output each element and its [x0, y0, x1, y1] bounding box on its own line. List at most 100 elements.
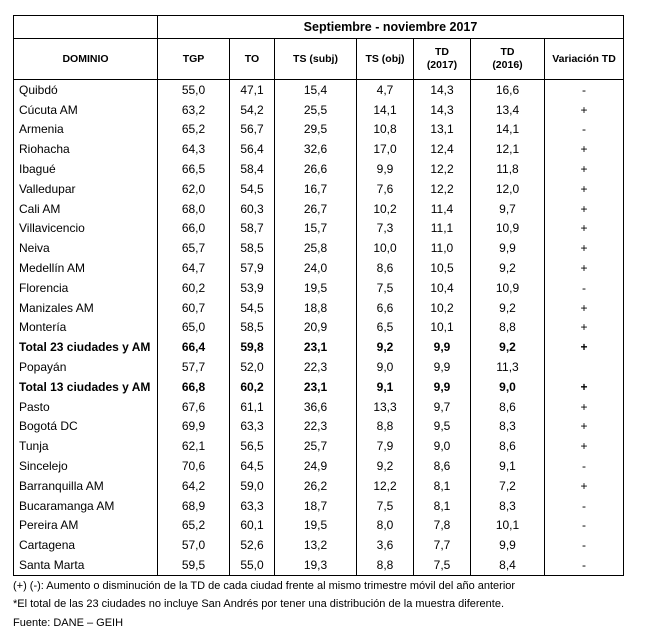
table-cell: 9,2 [470, 258, 545, 278]
table-cell: 23,1 [274, 376, 357, 397]
table-cell: 57,9 [229, 258, 275, 278]
table-cell: 62,1 [157, 436, 230, 457]
column-header: TGP [157, 38, 230, 80]
footnote: Fuente: DANE – GEIH [13, 616, 124, 629]
table-cell: 9,0 [356, 357, 414, 377]
table-cell: 54,5 [229, 178, 275, 199]
table-cell: - [543, 456, 625, 476]
table-cell: 65,7 [157, 238, 230, 259]
table-cell: 7,5 [356, 277, 414, 298]
table-cell: 10,8 [356, 119, 414, 140]
table-row: Cartagena 57,0 52,6 13,2 3,6 7,7 9,9- [13, 535, 625, 556]
table-row: Montería 65,0 58,5 20,9 6,5 10,1 8,8 + [13, 317, 625, 338]
table-cell: - [543, 555, 625, 576]
table-cell: - [543, 535, 625, 556]
table-cell: 54,5 [229, 297, 275, 318]
table-cell: 12,2 [413, 178, 471, 199]
table-cell: 9,9 [356, 159, 414, 179]
table-cell: 60,1 [229, 515, 275, 536]
header-line: TS (obj) [365, 52, 405, 65]
table-cell: 9,2 [470, 297, 545, 318]
table-cell: 6,6 [356, 297, 414, 318]
table-cell: Barranquilla AM [13, 475, 158, 496]
table-cell: 47,1 [229, 79, 275, 100]
table-row: Pasto 67,6 61,1 36,6 13,3 9,7 8,6 + [13, 396, 625, 417]
empty-cell [543, 357, 625, 377]
table-cell: 8,4 [470, 555, 545, 576]
table-cell: 7,2 [470, 475, 545, 496]
table-cell: - [543, 79, 625, 100]
table-cell: 66,4 [157, 337, 230, 358]
table-cell: 25,5 [274, 99, 357, 120]
table-cell: 14,1 [356, 99, 414, 120]
table-cell: 56,5 [229, 436, 275, 457]
table-cell: 8,8 [470, 317, 545, 338]
table-cell: 10,1 [413, 317, 471, 338]
table-cell: 10,9 [470, 277, 545, 298]
table-cell: 63,3 [229, 495, 275, 516]
table-row: Valledupar 62,0 54,5 16,7 7,6 12,2 12,0 + [13, 178, 625, 199]
table-cell: Montería [13, 317, 158, 338]
table-cell: 8,6 [470, 396, 545, 417]
table-cell: 54,2 [229, 99, 275, 120]
table-cell: 57,0 [157, 535, 230, 556]
table-cell: 23,1 [274, 337, 357, 358]
table-row: Tunja 62,1 56,5 25,7 7,9 9,0 8,6 + [13, 436, 625, 457]
title-row: Septiembre - noviembre 2017 [13, 15, 625, 39]
table-cell: 8,1 [413, 495, 471, 516]
table-cell: 22,3 [274, 416, 357, 437]
header-line: (2017) [426, 59, 458, 71]
table-row: Quibdó 55,0 47,1 15,4 4,7 14,3 16,6- [13, 79, 625, 100]
table-cell: 11,4 [413, 198, 471, 219]
table-cell: + [543, 317, 625, 338]
table-cell: 11,0 [413, 238, 471, 259]
table-cell: 66,0 [157, 218, 230, 239]
table-cell: 10,0 [356, 238, 414, 259]
table-row: Villavicencio 66,0 58,7 15,7 7,3 11,1 10,9 + [13, 218, 625, 239]
table-cell: 60,7 [157, 297, 230, 318]
table-cell: 24,0 [274, 258, 357, 278]
table-row: Total 13 ciudades y AM 66,8 60,2 23,1 9,1 9,9… [13, 376, 625, 397]
table-cell: - [543, 495, 625, 516]
table-cell: 60,2 [229, 376, 275, 397]
table-cell: 56,4 [229, 139, 275, 160]
table-cell: 9,9 [413, 337, 471, 358]
table-cell: + [543, 258, 625, 278]
footnote: (+) (-): Aumento o disminución de la TD … [13, 579, 516, 592]
table-cell: + [543, 139, 625, 160]
table-cell: 26,6 [274, 159, 357, 179]
table-cell: + [543, 178, 625, 199]
table-cell: 8,8 [356, 555, 414, 576]
table-cell: Florencia [13, 277, 158, 298]
table-cell: 8,3 [470, 416, 545, 437]
table-cell: 26,2 [274, 475, 357, 496]
table-cell: 55,0 [229, 555, 275, 576]
table-cell: 25,8 [274, 238, 357, 259]
table-row: Barranquilla AM 64,2 59,0 26,2 12,2 8,1 7,2 + [13, 475, 625, 496]
table-cell: 66,5 [157, 159, 230, 179]
table-cell: Manizales AM [13, 297, 158, 318]
table-cell: 53,9 [229, 277, 275, 298]
table-cell: 9,2 [470, 337, 545, 358]
table-cell: 58,7 [229, 218, 275, 239]
data-table: Septiembre - noviembre 2017 DOMINIO TGP TO… [13, 15, 625, 576]
table-cell: 55,0 [157, 79, 230, 100]
table-cell: 66,8 [157, 376, 230, 397]
header-line: TS (subj) [293, 52, 338, 65]
table-cell: + [543, 337, 625, 358]
table-cell: 9,9 [470, 535, 545, 556]
table-cell: 9,9 [413, 376, 471, 397]
table-cell: 64,5 [229, 456, 275, 476]
table-row: Santa Marta 59,5 55,0 19,3 8,8 7,5 8,4- [13, 555, 625, 576]
table-cell: 7,7 [413, 535, 471, 556]
table-row: Sincelejo 70,6 64,5 24,9 9,2 8,6 9,1- [13, 456, 625, 476]
table-cell: Pasto [13, 396, 158, 417]
table-title: Septiembre - noviembre 2017 [156, 15, 625, 39]
table-row: Popayán 57,7 52,0 22,3 9,0 9,9 11,3 [13, 357, 625, 377]
table-row: Neiva 65,7 58,5 25,8 10,0 11,0 9,9 + [13, 238, 625, 259]
table-row: Cúcuta AM 63,2 54,2 25,5 14,1 14,3 13,4 + [13, 99, 625, 120]
table-row: Bucaramanga AM 68,9 63,3 18,7 7,5 8,1 8,3- [13, 495, 625, 516]
table-cell: 56,7 [229, 119, 275, 140]
table-cell: 13,4 [470, 99, 545, 120]
